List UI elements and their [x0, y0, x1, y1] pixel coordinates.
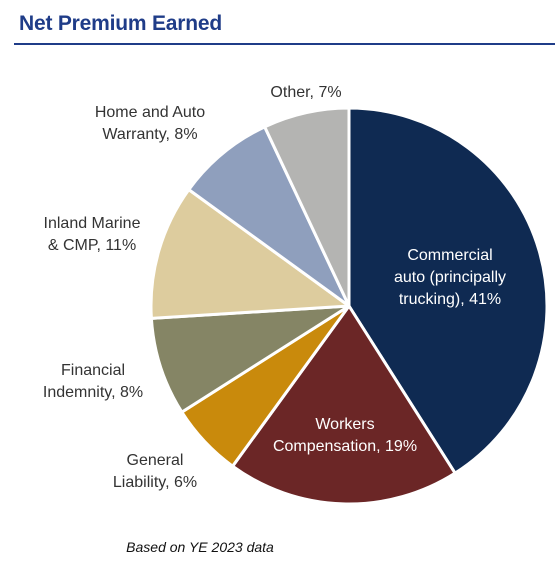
pie-labels: Commercial auto (principally trucking), 41…	[43, 84, 506, 491]
slice-label-other: Other, 7%	[270, 84, 341, 101]
pie-slice-workers-compensation	[231, 304, 457, 506]
slice-label-workers-compensation: Workers Compensation, 19%	[273, 416, 417, 455]
slice-label-line: Indemnity, 8%	[43, 384, 143, 401]
slice-label-line: Liability, 6%	[113, 474, 197, 491]
pie-slice-home-and-auto-warranty	[187, 125, 351, 308]
slice-label-line: Commercial	[407, 247, 492, 264]
pie-slices	[149, 106, 549, 506]
slice-label-inland-marine-cmp: Inland Marine & CMP, 11%	[44, 215, 141, 254]
slice-label-line: Compensation, 19%	[273, 438, 417, 455]
slice-label-line: Inland Marine	[44, 215, 141, 232]
slice-label-line: trucking), 41%	[399, 291, 501, 308]
pie-slice-inland-marine-cmp	[149, 188, 351, 320]
slice-label-line: Workers	[315, 416, 374, 433]
slice-label-line: & CMP, 11%	[48, 237, 136, 254]
title-underline	[14, 43, 555, 45]
slice-label-line: Other, 7%	[270, 84, 341, 101]
slice-label-line: Warranty, 8%	[102, 126, 197, 143]
footnote: Based on YE 2023 data	[126, 539, 274, 555]
slice-label-line: Home and Auto	[95, 104, 205, 121]
slice-label-commercial-auto-principally-trucking: Commercial auto (principally trucking), 41…	[394, 247, 506, 308]
slice-label-home-and-auto-warranty: Home and Auto Warranty, 8%	[95, 104, 205, 143]
pie-slice-other	[263, 106, 351, 308]
pie-slice-financial-indemnity	[149, 304, 351, 414]
slice-label-line: auto (principally	[394, 269, 506, 286]
slice-label-line: General	[127, 452, 184, 469]
slice-label-line: Financial	[61, 362, 125, 379]
slice-label-financial-indemnity: Financial Indemnity, 8%	[43, 362, 143, 401]
slice-label-general-liability: General Liability, 6%	[113, 452, 197, 491]
chart-title: Net Premium Earned	[19, 12, 222, 35]
